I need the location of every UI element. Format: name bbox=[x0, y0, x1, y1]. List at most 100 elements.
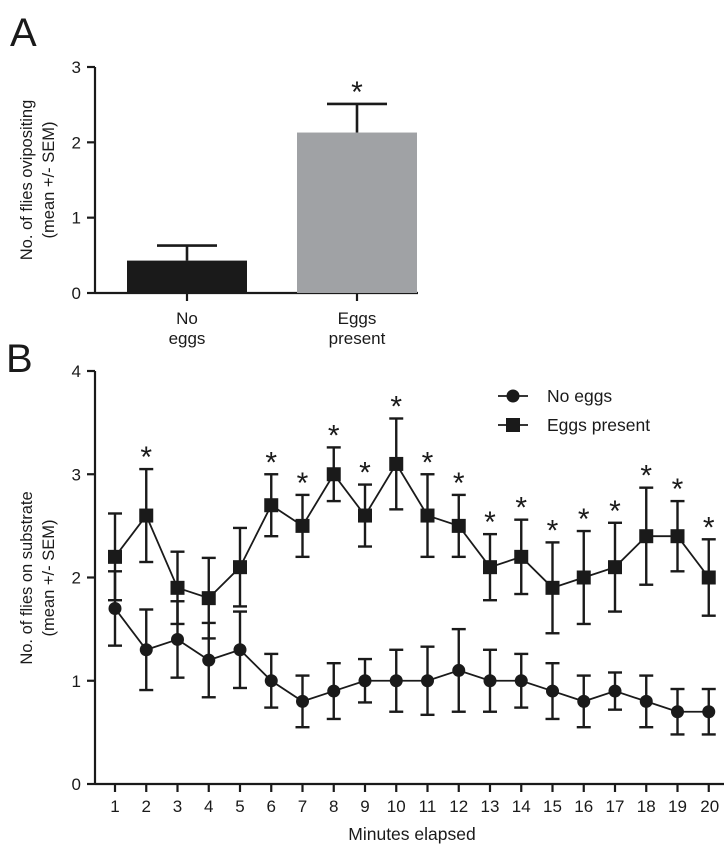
x-tick-label-b: 19 bbox=[668, 797, 687, 816]
y-axis-label-b: No. of flies on substrate bbox=[18, 491, 36, 664]
significance-star-b: * bbox=[609, 495, 621, 528]
x-tick-label-a-line2: present bbox=[329, 329, 386, 348]
y-tick-label-a: 2 bbox=[72, 133, 81, 152]
x-tick-label-a: No bbox=[176, 309, 198, 328]
data-point-square bbox=[295, 518, 310, 533]
y-tick-label-b: 1 bbox=[72, 672, 81, 691]
data-point-square bbox=[108, 549, 122, 564]
significance-star-b: * bbox=[453, 467, 465, 500]
x-tick-label-b: 20 bbox=[700, 797, 719, 816]
data-point-square bbox=[233, 560, 247, 575]
x-tick-label-b: 15 bbox=[543, 797, 562, 816]
y-tick-label-a: 0 bbox=[72, 284, 81, 303]
legend-b: No eggs Eggs present bbox=[498, 386, 650, 435]
data-point-circle bbox=[671, 705, 684, 719]
panel-label-a: A bbox=[10, 11, 37, 55]
bar-eggs-present bbox=[297, 132, 417, 293]
significance-star-b: * bbox=[422, 446, 434, 479]
x-tick-label-b: 17 bbox=[606, 797, 625, 816]
x-tick-label-b: 3 bbox=[173, 797, 182, 816]
significance-star-b: * bbox=[328, 419, 340, 452]
data-point-circle bbox=[608, 684, 622, 698]
data-point-circle bbox=[327, 684, 341, 698]
x-tick-label-b: 16 bbox=[574, 797, 593, 816]
data-point-square bbox=[701, 570, 716, 585]
y-tick-label-a: 1 bbox=[72, 209, 81, 228]
data-point-circle bbox=[139, 643, 153, 657]
x-tick-label-a: Eggs bbox=[338, 309, 377, 328]
x-tick-label-b: 5 bbox=[235, 797, 244, 816]
x-axis-label-b: Minutes elapsed bbox=[348, 824, 475, 844]
y-tick-label-b: 0 bbox=[72, 775, 81, 794]
significance-star-b: * bbox=[547, 514, 559, 547]
legend-marker-square bbox=[506, 418, 520, 432]
data-point-circle bbox=[202, 653, 216, 667]
data-point-circle bbox=[577, 694, 591, 708]
legend-label-eggs-present: Eggs present bbox=[547, 415, 650, 435]
data-point-square bbox=[170, 580, 185, 595]
x-tick-label-b: 4 bbox=[204, 797, 213, 816]
data-point-square bbox=[483, 560, 497, 575]
x-tick-label-b: 12 bbox=[449, 797, 468, 816]
significance-star-b: * bbox=[578, 503, 590, 536]
data-point-circle bbox=[483, 674, 497, 688]
data-point-square bbox=[326, 467, 341, 482]
x-tick-label-b: 14 bbox=[512, 797, 531, 816]
significance-star-b: * bbox=[140, 441, 152, 474]
data-point-square bbox=[670, 529, 685, 544]
data-point-square bbox=[545, 580, 560, 595]
data-point-square bbox=[608, 560, 622, 575]
x-tick-label-b: 11 bbox=[419, 797, 437, 816]
data-point-circle bbox=[639, 694, 653, 708]
y-tick-label-b: 2 bbox=[72, 569, 81, 588]
data-point-square bbox=[514, 549, 529, 564]
x-tick-label-b: 13 bbox=[481, 797, 500, 816]
x-tick-label-b: 2 bbox=[142, 797, 151, 816]
y-tick-label-b: 3 bbox=[72, 465, 81, 484]
data-point-circle bbox=[296, 694, 309, 708]
series-no-eggs bbox=[108, 570, 716, 736]
data-point-circle bbox=[389, 674, 403, 688]
data-point-circle bbox=[514, 674, 528, 688]
data-point-circle bbox=[358, 674, 372, 688]
x-tick-label-b: 1 bbox=[110, 797, 119, 816]
x-tick-label-b: 8 bbox=[329, 797, 338, 816]
data-point-circle bbox=[233, 643, 247, 657]
series-line bbox=[114, 462, 710, 600]
data-point-square bbox=[139, 508, 154, 523]
panel-label-b: B bbox=[6, 337, 33, 381]
data-point-square bbox=[389, 456, 404, 471]
y-tick-label-a: 3 bbox=[72, 58, 81, 77]
data-point-circle bbox=[702, 705, 716, 719]
significance-star-a: * bbox=[351, 76, 363, 109]
legend-marker-circle bbox=[506, 389, 520, 403]
x-tick-label-b: 7 bbox=[298, 797, 307, 816]
x-tick-label-b: 6 bbox=[267, 797, 276, 816]
data-point-square bbox=[264, 498, 279, 513]
significance-star-b: * bbox=[640, 460, 652, 493]
y-axis-label-b-line2: (mean +/- SEM) bbox=[40, 520, 58, 637]
significance-star-b: * bbox=[359, 457, 371, 490]
y-tick-label-b: 4 bbox=[72, 362, 81, 381]
data-point-circle bbox=[108, 601, 122, 615]
y-axis-label-a-line2: (mean +/- SEM) bbox=[40, 122, 58, 239]
data-point-square bbox=[201, 591, 216, 606]
significance-star-b: * bbox=[265, 446, 277, 479]
significance-star-b: * bbox=[672, 473, 684, 506]
significance-star-b: * bbox=[515, 492, 527, 525]
data-point-circle bbox=[452, 663, 466, 677]
data-point-square bbox=[639, 529, 654, 544]
x-tick-label-b: 18 bbox=[637, 797, 656, 816]
significance-star-b: * bbox=[297, 467, 309, 500]
legend-label-no-eggs: No eggs bbox=[547, 386, 612, 406]
data-point-square bbox=[576, 570, 591, 585]
data-point-circle bbox=[171, 632, 184, 646]
x-tick-label-b: 9 bbox=[360, 797, 369, 816]
data-point-square bbox=[451, 518, 466, 533]
data-point-circle bbox=[264, 674, 278, 688]
significance-star-b: * bbox=[484, 506, 496, 539]
significance-star-b: * bbox=[390, 390, 402, 423]
data-point-circle bbox=[421, 674, 434, 688]
series-eggs-present bbox=[108, 417, 716, 640]
